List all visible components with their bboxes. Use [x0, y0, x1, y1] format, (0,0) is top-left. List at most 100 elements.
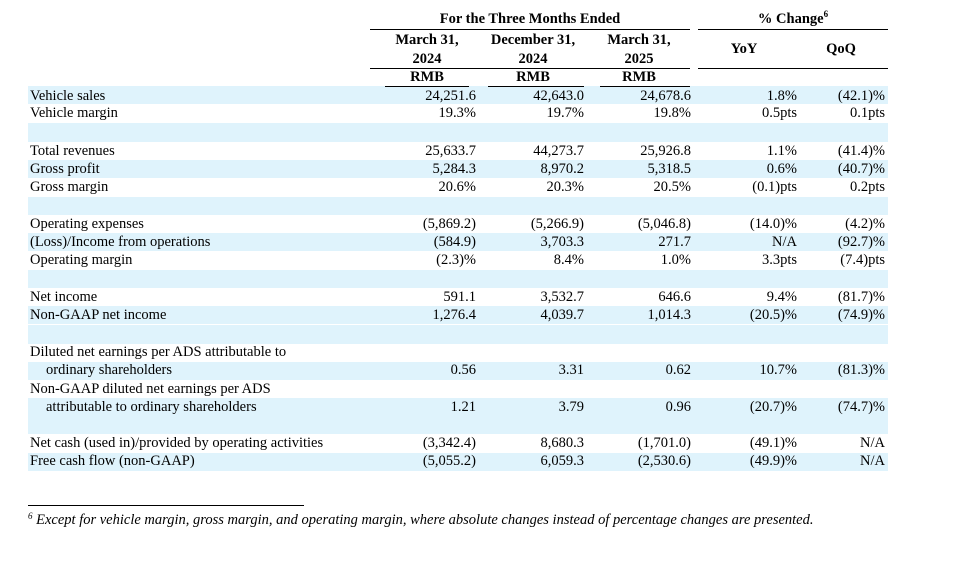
row-yoy: (49.1)% [749, 435, 797, 451]
row-value: 1.21 [450, 399, 476, 415]
row-yoy: 10.7% [759, 362, 797, 378]
row-label: Total revenues [30, 143, 115, 159]
row-value: (1,701.0) [637, 435, 691, 451]
row-value: 3.79 [558, 399, 584, 415]
row-band [28, 453, 888, 471]
change-group-header: % Change6 [698, 10, 888, 28]
row-band [28, 362, 888, 380]
row-value: (5,055.2) [422, 453, 476, 469]
row-label: Non-GAAP net income [30, 307, 167, 323]
row-label-cont: attributable to ordinary shareholders [46, 399, 257, 415]
col-header-3-line1: March 31, [607, 32, 671, 48]
row-value: (584.9) [433, 234, 476, 250]
col-header-1-line1: March 31, [395, 32, 459, 48]
header-rule [370, 29, 690, 30]
row-value: 24,678.6 [640, 88, 691, 104]
row-qoq: (4.2)% [845, 216, 885, 232]
col-header-3-currency: RMB [622, 69, 656, 85]
row-value: 0.56 [450, 362, 476, 378]
row-value: 646.6 [658, 289, 691, 305]
col-header-1-line2: 2024 [412, 51, 442, 67]
row-value: 1,276.4 [432, 307, 477, 323]
row-yoy: (49.9)% [749, 453, 797, 469]
row-value: 19.3% [438, 105, 476, 121]
row-qoq: (41.4)% [837, 143, 885, 159]
footnote-text: Except for vehicle margin, gross margin,… [36, 512, 814, 528]
row-yoy: (14.0)% [749, 216, 797, 232]
row-label: Gross margin [30, 179, 109, 195]
row-value: (5,046.8) [637, 216, 691, 232]
row-band [28, 270, 888, 288]
period-group-header: For the Three Months Ended [439, 11, 621, 27]
row-value: 19.8% [653, 105, 691, 121]
row-yoy: (20.5)% [749, 307, 797, 323]
row-yoy: 1.8% [766, 88, 797, 104]
col-header-2-line1: December 31, [490, 32, 576, 48]
row-qoq: 0.2pts [849, 179, 885, 195]
row-label: Free cash flow (non-GAAP) [30, 453, 195, 469]
row-label-cont: ordinary shareholders [46, 362, 173, 378]
row-band [28, 160, 888, 178]
col-header-1-currency: RMB [410, 69, 444, 85]
row-label: Non-GAAP diluted net earnings per ADS [30, 381, 271, 397]
row-value: (2.3)% [436, 252, 476, 268]
row-label: Vehicle sales [30, 88, 106, 104]
col-header-3-line2: 2025 [624, 51, 654, 67]
row-label: Net cash (used in)/provided by operating… [30, 435, 324, 451]
row-value: 20.3% [546, 179, 584, 195]
row-value: 591.1 [443, 289, 476, 305]
row-label: Operating margin [30, 252, 133, 268]
row-value: 0.96 [665, 399, 691, 415]
row-value: (5,266.9) [530, 216, 584, 232]
header-rule [698, 68, 888, 69]
row-qoq: (74.7)% [837, 399, 885, 415]
header-rule [600, 86, 690, 87]
row-qoq: (81.7)% [837, 289, 885, 305]
row-value: 44,273.7 [533, 143, 584, 159]
yoy-header: YoY [730, 41, 758, 57]
row-value: 5,318.5 [647, 161, 692, 177]
row-value: 20.5% [653, 179, 691, 195]
row-value: 3,532.7 [540, 289, 585, 305]
row-label: Net income [30, 289, 98, 305]
row-value: 6,059.3 [540, 453, 585, 469]
row-value: 25,633.7 [425, 143, 476, 159]
row-value: 271.7 [658, 234, 691, 250]
qoq-header: QoQ [826, 41, 856, 57]
row-value: 8,680.3 [540, 435, 585, 451]
row-yoy: (20.7)% [749, 399, 797, 415]
header-rule [698, 29, 888, 30]
change-group-label: % Change [757, 11, 824, 27]
row-label: (Loss)/Income from operations [30, 234, 211, 250]
row-value: 25,926.8 [640, 143, 691, 159]
row-band [28, 398, 888, 416]
header-rule [370, 68, 690, 69]
row-yoy: 1.1% [766, 143, 797, 159]
row-value: (5,869.2) [422, 216, 476, 232]
row-yoy: N/A [772, 234, 797, 250]
row-qoq: (74.9)% [837, 307, 885, 323]
row-band [28, 197, 888, 215]
row-value: 4,039.7 [540, 307, 585, 323]
row-yoy: 0.6% [766, 161, 797, 177]
row-value: 1.0% [660, 252, 691, 268]
row-band [28, 233, 888, 251]
row-yoy: 0.5pts [761, 105, 797, 121]
row-value: 1,014.3 [647, 307, 692, 323]
row-label: Gross profit [30, 161, 100, 177]
footnote-ref: 6 [823, 9, 829, 19]
header-rule [488, 86, 584, 87]
col-header-2-currency: RMB [516, 69, 550, 85]
row-qoq: (42.1)% [837, 88, 885, 104]
row-qoq: (7.4)pts [840, 252, 885, 268]
row-value: (2,530.6) [637, 453, 691, 469]
row-band [28, 86, 888, 104]
row-yoy: 9.4% [766, 289, 797, 305]
header-rule [385, 86, 469, 87]
row-value: 19.7% [546, 105, 584, 121]
row-qoq: N/A [860, 453, 885, 469]
row-value: 0.62 [665, 362, 691, 378]
row-qoq: (81.3)% [837, 362, 885, 378]
row-yoy: (0.1)pts [752, 179, 797, 195]
footnote-marker: 6 [28, 511, 33, 521]
